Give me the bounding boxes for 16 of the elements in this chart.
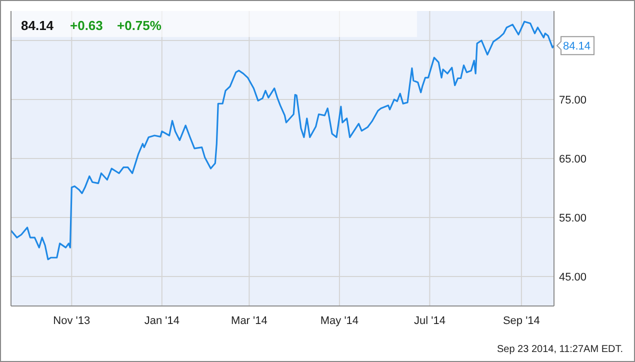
annotation: +0.63 bbox=[70, 18, 103, 33]
y-tick-label: 75.00 bbox=[559, 94, 587, 106]
annotation: 84.14 bbox=[563, 40, 591, 53]
y-tick-label: 65.00 bbox=[559, 154, 587, 166]
x-tick-label: Jul '14 bbox=[414, 315, 446, 327]
text: 84.14 bbox=[21, 18, 54, 33]
line-series bbox=[10, 20, 555, 260]
x-tick-label: Mar '14 bbox=[231, 315, 268, 327]
x-tick-label: Jan '14 bbox=[144, 315, 180, 327]
x-tick-label: Nov '13 bbox=[53, 315, 90, 327]
x-tick-label: Sep '14 bbox=[502, 315, 540, 327]
annotation: +0.75% bbox=[117, 18, 162, 33]
text: Sep 23 2014, 11:27AM EDT. bbox=[496, 344, 623, 355]
x-tick-label: May '14 bbox=[320, 315, 359, 327]
y-tick-label: 45.00 bbox=[559, 272, 587, 284]
y-tick-label: 55.00 bbox=[559, 212, 587, 224]
